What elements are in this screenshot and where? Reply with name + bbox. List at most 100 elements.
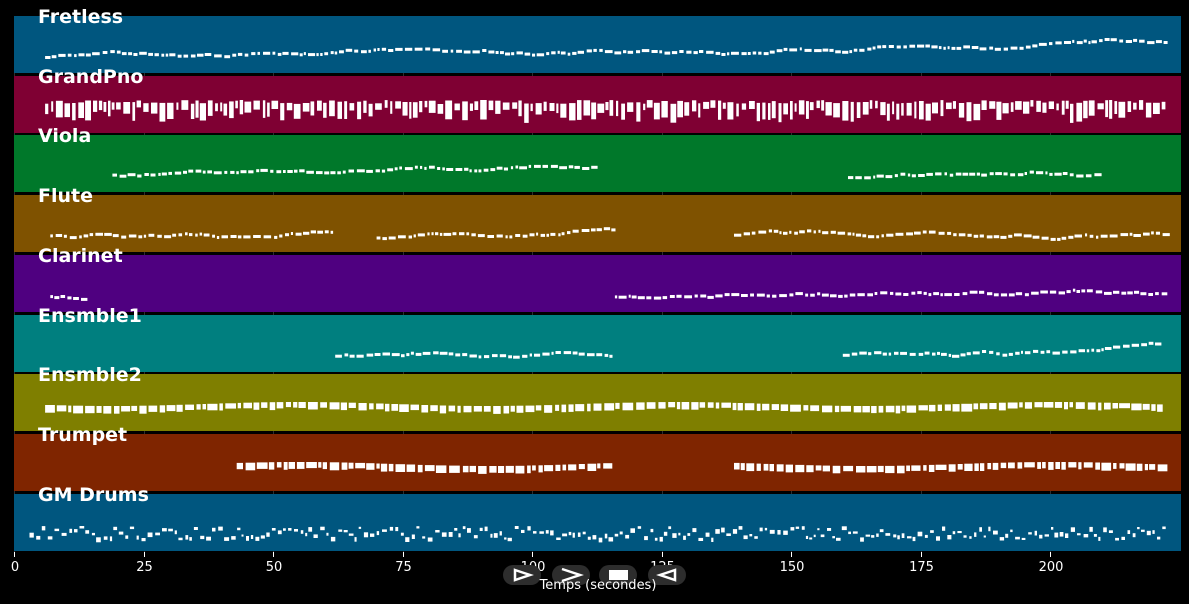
note bbox=[1049, 173, 1053, 177]
note bbox=[270, 170, 274, 174]
note bbox=[895, 405, 901, 414]
note bbox=[111, 102, 115, 110]
note bbox=[1065, 100, 1069, 109]
note bbox=[454, 527, 458, 531]
note bbox=[424, 167, 427, 171]
note bbox=[1099, 39, 1103, 43]
note bbox=[167, 102, 174, 119]
note bbox=[487, 235, 494, 239]
note bbox=[1096, 235, 1099, 239]
note bbox=[875, 100, 878, 108]
track-grandpno[interactable] bbox=[14, 75, 1181, 133]
track-viola[interactable] bbox=[14, 135, 1181, 193]
rewind-button[interactable] bbox=[648, 565, 686, 585]
note bbox=[937, 351, 940, 355]
track-ensmble2[interactable] bbox=[14, 374, 1181, 432]
note bbox=[1078, 462, 1082, 470]
note bbox=[1155, 231, 1160, 235]
note bbox=[727, 52, 730, 56]
note bbox=[557, 50, 560, 54]
note bbox=[551, 51, 556, 55]
note bbox=[911, 465, 921, 471]
play-button[interactable] bbox=[503, 565, 541, 585]
note bbox=[734, 462, 740, 470]
note bbox=[539, 530, 544, 534]
note bbox=[479, 527, 483, 531]
note bbox=[699, 402, 706, 408]
track-fretless[interactable] bbox=[14, 16, 1181, 73]
track-flute[interactable] bbox=[14, 195, 1181, 253]
note bbox=[308, 402, 318, 410]
note bbox=[809, 101, 814, 110]
note bbox=[888, 352, 892, 356]
note bbox=[522, 234, 528, 238]
note bbox=[305, 532, 308, 536]
note bbox=[414, 47, 423, 51]
note bbox=[148, 233, 155, 237]
note bbox=[1024, 350, 1031, 354]
note bbox=[334, 51, 338, 55]
x-tick bbox=[661, 552, 663, 557]
note bbox=[161, 172, 167, 176]
note bbox=[1113, 290, 1120, 294]
track-clarinet[interactable] bbox=[14, 254, 1181, 312]
forward-button[interactable] bbox=[552, 565, 590, 585]
note bbox=[195, 233, 198, 237]
note bbox=[509, 235, 513, 239]
note bbox=[840, 406, 851, 412]
note bbox=[1021, 350, 1023, 354]
note bbox=[868, 351, 872, 355]
note bbox=[525, 405, 535, 413]
note bbox=[524, 103, 529, 123]
note bbox=[625, 534, 630, 539]
track-trumpet[interactable] bbox=[14, 433, 1181, 491]
note bbox=[456, 49, 462, 53]
note bbox=[930, 529, 934, 533]
note bbox=[85, 53, 91, 57]
note bbox=[727, 101, 734, 120]
note bbox=[60, 294, 66, 298]
note bbox=[329, 100, 335, 116]
note bbox=[223, 103, 228, 116]
note bbox=[250, 534, 254, 539]
stop-button[interactable] bbox=[599, 565, 637, 585]
note bbox=[1003, 47, 1008, 51]
note bbox=[214, 54, 222, 58]
note bbox=[1028, 531, 1032, 535]
note bbox=[72, 102, 76, 120]
note bbox=[752, 51, 757, 55]
note bbox=[237, 527, 241, 530]
note bbox=[955, 172, 962, 176]
note bbox=[780, 404, 789, 412]
note bbox=[895, 292, 902, 296]
track-ensmble1[interactable] bbox=[14, 314, 1181, 372]
note bbox=[185, 404, 194, 411]
note bbox=[1075, 402, 1085, 410]
note bbox=[822, 405, 833, 413]
stop-icon bbox=[609, 570, 628, 580]
note bbox=[515, 234, 521, 238]
note bbox=[544, 464, 554, 472]
note bbox=[1023, 101, 1030, 114]
note bbox=[220, 102, 223, 112]
note bbox=[499, 530, 502, 536]
note bbox=[387, 168, 394, 172]
note bbox=[138, 235, 143, 239]
note bbox=[197, 53, 204, 57]
note bbox=[878, 406, 884, 413]
note bbox=[1055, 461, 1060, 469]
note bbox=[1140, 291, 1147, 295]
note bbox=[474, 169, 478, 173]
note bbox=[1029, 170, 1034, 174]
note bbox=[344, 352, 349, 356]
note bbox=[850, 101, 854, 122]
note bbox=[1068, 235, 1074, 239]
note bbox=[604, 353, 609, 357]
track-gm-drums[interactable] bbox=[14, 493, 1181, 551]
note bbox=[732, 528, 738, 534]
note bbox=[410, 351, 414, 355]
note bbox=[561, 404, 567, 413]
note bbox=[376, 403, 384, 410]
note bbox=[176, 102, 179, 110]
note bbox=[316, 171, 323, 175]
